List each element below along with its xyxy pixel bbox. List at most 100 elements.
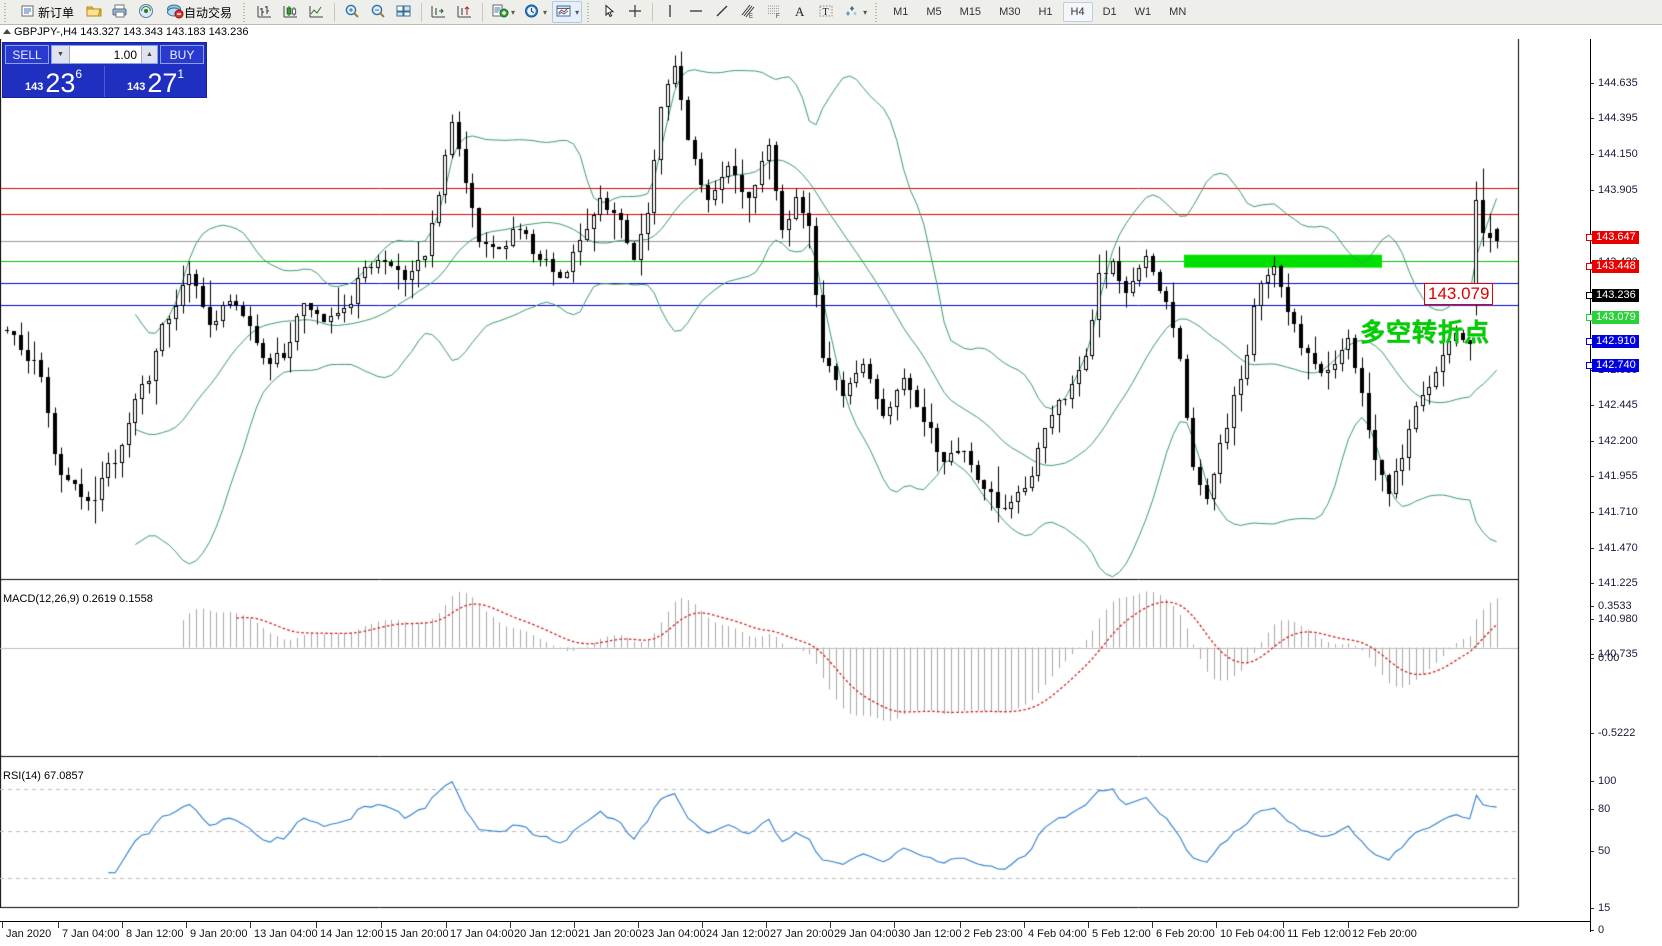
price-level-handle[interactable]: [1586, 314, 1593, 321]
toolbar-separator-4: [652, 2, 654, 22]
price-level-handle[interactable]: [1586, 338, 1593, 345]
autoscroll-button[interactable]: [453, 1, 477, 23]
price-level-handle[interactable]: [1586, 234, 1593, 241]
time-tick: 4 Feb 04:00: [1024, 922, 1087, 946]
sell-price-fraction: 6: [75, 67, 83, 81]
shift-end-icon: [430, 3, 448, 21]
price-level-handle[interactable]: [1586, 362, 1593, 369]
bar-chart-button[interactable]: [253, 1, 277, 23]
price-level-handle[interactable]: [1586, 292, 1593, 299]
print-preview-icon: [111, 3, 129, 21]
tile-windows-button[interactable]: [392, 1, 416, 23]
rsi-tick: 50: [1591, 846, 1610, 857]
timeframe-h4[interactable]: H4: [1062, 2, 1093, 22]
buy-price-pips: 27: [147, 68, 178, 98]
text-label-icon: A: [791, 3, 809, 21]
line-chart-button[interactable]: [305, 1, 329, 23]
chart-canvas[interactable]: [0, 39, 1590, 932]
price-level-label[interactable]: 143.448: [1592, 260, 1639, 273]
fibonacci-button[interactable]: F: [762, 1, 786, 23]
sell-price-display[interactable]: 143 23 6: [3, 66, 105, 97]
zoom-out-button[interactable]: [366, 1, 390, 23]
restore-triangle-icon[interactable]: [3, 29, 11, 34]
cursor-button[interactable]: [597, 1, 621, 23]
new-order-button[interactable]: 新订单: [14, 1, 80, 23]
timeframe-m30[interactable]: M30: [999, 6, 1021, 18]
time-tick: 6 Feb 20:00: [1152, 922, 1215, 946]
buy-price-display[interactable]: 143 27 1: [105, 66, 206, 97]
timeframe-m1[interactable]: M1: [893, 6, 909, 18]
time-tick: 24 Jan 12:00: [702, 922, 770, 946]
price-level-label[interactable]: 142.740: [1592, 359, 1639, 372]
shapes-button[interactable]: ▾: [840, 1, 870, 23]
volume-field[interactable]: ▼ 1.00 ▲: [51, 45, 158, 64]
time-tick: 27 Jan 20:00: [766, 922, 834, 946]
hline-button[interactable]: [684, 1, 708, 23]
chevron-down-icon-2[interactable]: ▾: [543, 7, 548, 17]
templates-button[interactable]: ▾: [552, 1, 583, 23]
svg-text:T: T: [823, 7, 829, 18]
svg-text:A: A: [795, 4, 805, 19]
timeframe-w1[interactable]: W1: [1134, 6, 1152, 18]
chevron-down-icon[interactable]: ▾: [511, 7, 516, 17]
price-level-flag[interactable]: 143.079: [1424, 283, 1494, 305]
trendline-button[interactable]: [710, 1, 734, 23]
timeframe-m15[interactable]: M15: [959, 6, 982, 18]
sell-price-big-figure: 143: [24, 81, 44, 93]
price-level-handle[interactable]: [1586, 263, 1593, 270]
text-box-button[interactable]: T: [814, 1, 838, 23]
zoom-in-button[interactable]: [340, 1, 364, 23]
price-axis[interactable]: 144.635144.395144.150143.905143.420143.1…: [1586, 39, 1662, 936]
toolbar-separator-3: [482, 2, 484, 22]
price-tick: 141.225: [1591, 578, 1638, 589]
price-tick: 141.470: [1591, 543, 1638, 554]
buy-button[interactable]: BUY: [160, 45, 204, 64]
price-tick: 144.395: [1591, 113, 1638, 124]
sell-button[interactable]: SELL: [5, 45, 49, 64]
text-label-button[interactable]: A: [788, 1, 812, 23]
shapes-icon: [843, 3, 861, 21]
time-tick: 17 Jan 04:00: [446, 922, 514, 946]
broadcast-button[interactable]: [134, 1, 158, 23]
toolbar-separator-1: [334, 2, 336, 22]
toolbar-grip-2[interactable]: [242, 2, 250, 22]
periods-button[interactable]: ▾: [520, 1, 550, 23]
time-tick: 10 Feb 04:00: [1216, 922, 1285, 946]
chevron-down-icon-3[interactable]: ▾: [575, 7, 580, 17]
zoom-in-icon: [343, 3, 361, 21]
crosshair-button[interactable]: [623, 1, 647, 23]
chevron-down-icon-4[interactable]: ▾: [863, 7, 868, 17]
timeframe-d1[interactable]: D1: [1102, 6, 1117, 18]
candlestick-chart-button[interactable]: [279, 1, 303, 23]
autoscroll-icon: [456, 3, 474, 21]
timeframe-mn[interactable]: MN: [1169, 6, 1187, 18]
timeframe-h1[interactable]: H1: [1038, 6, 1053, 18]
one-click-trading-panel[interactable]: SELL ▼ 1.00 ▲ BUY 143 23 6 143 27 1: [2, 42, 207, 98]
new-order-icon: [20, 3, 38, 21]
print-preview-button[interactable]: [108, 1, 132, 23]
price-level-label[interactable]: 143.079: [1592, 311, 1639, 324]
shift-end-button[interactable]: [427, 1, 451, 23]
turning-point-annotation[interactable]: 多空转折点: [1360, 319, 1491, 347]
auto-trading-button[interactable]: 自动交易: [160, 1, 238, 23]
price-level-label[interactable]: 142.910: [1592, 335, 1639, 348]
equidistant-channel-button[interactable]: E: [736, 1, 760, 23]
rsi-tick: 15: [1591, 903, 1610, 914]
folder-button[interactable]: [82, 1, 106, 23]
buy-label: BUY: [169, 47, 195, 62]
volume-stepper-up[interactable]: ▲: [141, 46, 157, 63]
time-axis[interactable]: Jan 2020 7 Jan 04:00 8 Jan 12:00 9 Jan 20:0…: [0, 921, 1590, 946]
volume-dropdown-button[interactable]: ▼: [52, 46, 70, 63]
autotrading-icon: [166, 3, 184, 21]
toolbar-grip[interactable]: [3, 2, 10, 22]
price-level-label[interactable]: 143.236: [1592, 289, 1639, 302]
timeframe-m5[interactable]: M5: [926, 6, 942, 18]
toolbar-grip-4[interactable]: [874, 2, 882, 22]
price-level-label[interactable]: 143.647: [1592, 231, 1639, 244]
volume-value[interactable]: 1.00: [113, 48, 137, 62]
chart-window[interactable]: GBPJPY-,H4 143.327 143.343 143.183 143.2…: [0, 25, 1662, 946]
time-tick: 21 Jan 20:00: [574, 922, 642, 946]
indicators-button[interactable]: ▾: [488, 1, 518, 23]
toolbar-grip-3[interactable]: [586, 2, 594, 22]
vline-button[interactable]: [658, 1, 682, 23]
